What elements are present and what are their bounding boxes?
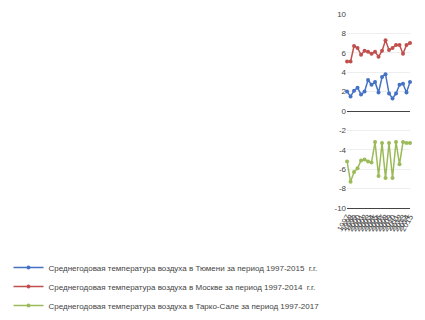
svg-text:2000: 2000 <box>346 213 363 233</box>
svg-text:1998: 1998 <box>339 213 356 233</box>
svg-text:2004: 2004 <box>360 213 377 233</box>
svg-text:2011: 2011 <box>385 213 402 233</box>
svg-text:2003: 2003 <box>357 213 374 233</box>
svg-text:2012: 2012 <box>388 213 405 233</box>
svg-text:2009: 2009 <box>378 213 395 233</box>
svg-text:-8: -8 <box>339 184 347 193</box>
svg-text:Среднегодовая температура возд: Среднегодовая температура воздуха в Тарк… <box>49 302 320 311</box>
svg-text:-10: -10 <box>335 204 347 213</box>
svg-text:1997: 1997 <box>336 213 353 233</box>
svg-text:6: 6 <box>342 49 347 58</box>
svg-text:8: 8 <box>342 29 347 38</box>
svg-text:2010: 2010 <box>381 213 398 233</box>
svg-text:2013: 2013 <box>392 213 409 233</box>
svg-text:-6: -6 <box>339 165 347 174</box>
svg-text:-2: -2 <box>339 126 347 135</box>
svg-text:1999: 1999 <box>343 213 360 233</box>
svg-text:-4: -4 <box>339 146 347 155</box>
svg-text:2007: 2007 <box>371 213 388 233</box>
svg-text:2008: 2008 <box>374 213 391 233</box>
svg-text:Среднегодовая температура возд: Среднегодовая температура воздуха в Тюме… <box>49 264 318 273</box>
svg-text:2005: 2005 <box>364 213 381 233</box>
svg-text:10: 10 <box>337 10 346 19</box>
svg-text:2014: 2014 <box>395 213 412 233</box>
svg-text:4: 4 <box>342 68 347 77</box>
svg-text:0: 0 <box>342 107 347 116</box>
svg-text:2015: 2015 <box>399 213 416 233</box>
svg-text:2006: 2006 <box>367 213 384 233</box>
svg-text:2001: 2001 <box>350 213 367 233</box>
svg-text:2002: 2002 <box>353 213 370 233</box>
svg-text:2: 2 <box>342 87 347 96</box>
svg-text:Среднегодовая температура возд: Среднегодовая температура воздуха в Моск… <box>49 283 316 292</box>
